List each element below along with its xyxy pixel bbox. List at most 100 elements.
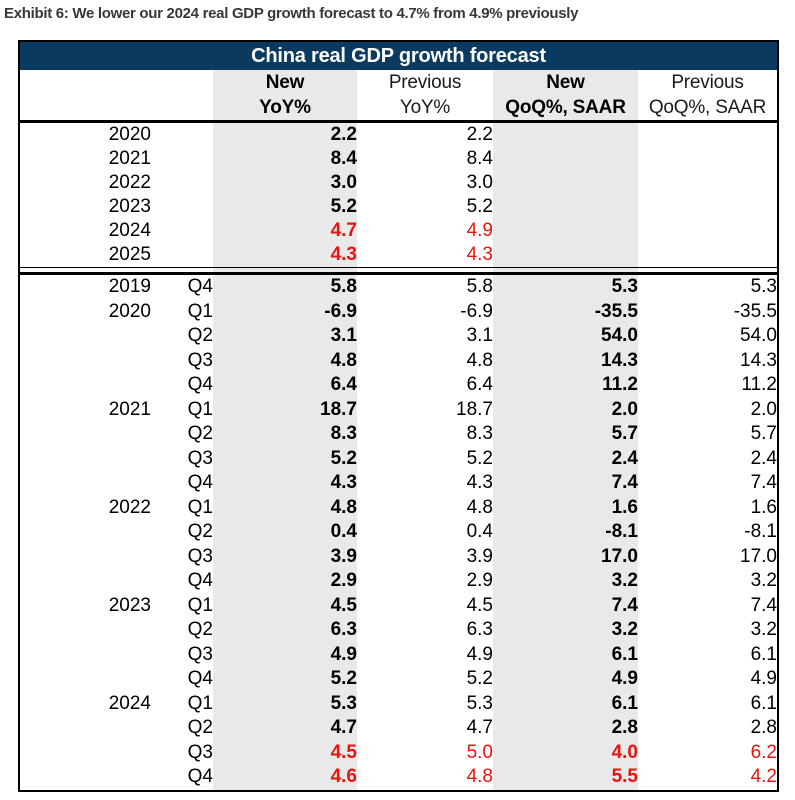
quarter-cell [151, 171, 213, 195]
new-yoy-cell: 3.1 [213, 324, 357, 349]
new-yoy-cell: 4.3 [213, 471, 357, 496]
prev-yoy-cell: 4.3 [466, 472, 493, 494]
year-cell [19, 545, 151, 570]
new-yoy-cell: 4.7 [213, 716, 357, 741]
prev-qoq-cell: 2.4 [750, 447, 777, 469]
prev-yoy-cell: 8.3 [466, 423, 493, 445]
column-header-row-1: New Previous New Previous [19, 70, 778, 95]
prev-yoy-cell: 6.4 [466, 374, 493, 396]
prev-yoy-cell: 5.2 [466, 668, 493, 690]
year-cell [19, 324, 151, 349]
quarterly-row: Q2 3.1 3.1 54.0 54.0 [19, 324, 778, 349]
prev-yoy-cell: 18.7 [456, 398, 493, 420]
new-yoy-cell: -6.9 [213, 299, 357, 324]
new-qoq-cell: 6.1 [493, 691, 638, 716]
year-cell [19, 569, 151, 594]
prev-yoy-cell: 5.3 [466, 692, 493, 714]
new-yoy-cell: 2.2 [213, 121, 357, 147]
quarterly-row: Q4 5.2 5.2 4.9 4.9 [19, 667, 778, 692]
quarter-cell: Q4 [187, 570, 213, 592]
quarterly-row: 2023 Q1 4.5 4.5 7.4 7.4 [19, 593, 778, 618]
table-title: China real GDP growth forecast [19, 41, 778, 70]
quarter-cell [151, 219, 213, 243]
prev-yoy-cell: 5.2 [466, 196, 493, 217]
exhibit-title: Exhibit 6: We lower our 2024 real GDP gr… [4, 5, 579, 22]
col-header-prev-yoy-2: YoY% [357, 95, 493, 123]
col-header-new-yoy-2: YoY% [213, 95, 357, 123]
new-yoy-cell: 5.2 [213, 195, 357, 219]
year-cell [19, 741, 151, 766]
quarterly-row: Q2 4.7 4.7 2.8 2.8 [19, 716, 778, 741]
quarter-cell: Q1 [187, 594, 213, 616]
new-qoq-cell [493, 171, 638, 195]
prev-qoq-cell [638, 147, 778, 171]
quarterly-section: 2019 Q4 5.8 5.8 5.3 5.3 2020 Q1 -6.9 -6.9 -35.5 -35… [19, 273, 778, 791]
prev-yoy-cell: 4.8 [466, 349, 493, 371]
prev-yoy-cell: 5.8 [466, 276, 493, 298]
quarter-cell: Q2 [187, 521, 213, 543]
annual-row: 2025 4.3 4.3 [19, 243, 778, 268]
annual-row: 2022 3.0 3.0 [19, 171, 778, 195]
quarterly-row: Q4 2.9 2.9 3.2 3.2 [19, 569, 778, 594]
prev-yoy-cell: 3.0 [466, 172, 493, 193]
prev-qoq-cell [638, 243, 778, 268]
quarter-cell: Q3 [187, 741, 213, 763]
quarterly-row: Q3 3.9 3.9 17.0 17.0 [19, 544, 778, 570]
prev-yoy-cell: 4.9 [466, 643, 493, 665]
separator-cell [151, 267, 213, 275]
prev-qoq-cell: 3.2 [750, 619, 777, 641]
year-cell: 2022 [108, 172, 151, 193]
new-yoy-cell: 3.0 [213, 171, 357, 195]
quarter-cell [151, 243, 213, 268]
prev-qoq-cell: 4.9 [750, 668, 777, 690]
new-qoq-cell: -35.5 [493, 299, 638, 324]
prev-qoq-cell: 6.1 [750, 643, 777, 665]
new-qoq-cell [493, 219, 638, 243]
new-yoy-cell: 8.3 [213, 422, 357, 447]
prev-yoy-cell: 2.2 [466, 124, 493, 145]
col-header-new-yoy-1: New [213, 70, 357, 95]
year-cell: 2024 [108, 692, 151, 714]
quarter-cell: Q4 [187, 374, 213, 396]
new-yoy-cell: 0.4 [213, 520, 357, 545]
prev-yoy-cell: 3.9 [466, 545, 493, 567]
quarterly-row: 2020 Q1 -6.9 -6.9 -35.5 -35.5 [19, 299, 778, 324]
prev-qoq-cell: 4.2 [750, 766, 777, 788]
quarterly-row: Q4 6.4 6.4 11.2 11.2 [19, 373, 778, 398]
new-qoq-cell: 2.0 [493, 397, 638, 422]
prev-qoq-cell: 14.3 [740, 349, 777, 371]
new-qoq-cell: 1.6 [493, 495, 638, 520]
new-yoy-cell: 2.9 [213, 569, 357, 594]
new-yoy-cell: 6.3 [213, 618, 357, 643]
year-cell [19, 471, 151, 496]
prev-yoy-cell: 4.7 [466, 717, 493, 739]
quarter-cell: Q4 [187, 668, 213, 690]
year-cell: 2020 [108, 124, 151, 145]
quarter-cell: Q2 [187, 325, 213, 347]
year-cell [19, 520, 151, 545]
prev-qoq-cell: 2.8 [750, 717, 777, 739]
year-cell [19, 447, 151, 472]
year-cell: 2023 [108, 594, 151, 616]
quarter-cell: Q3 [187, 447, 213, 469]
new-qoq-cell [493, 195, 638, 219]
separator-cell [19, 267, 151, 275]
section-separator [19, 267, 778, 275]
quarterly-row: Q3 5.2 5.2 2.4 2.4 [19, 446, 778, 472]
quarter-cell: Q1 [187, 496, 213, 518]
new-yoy-cell: 5.8 [213, 273, 357, 300]
new-qoq-cell: 2.4 [493, 446, 638, 471]
quarter-cell: Q2 [187, 423, 213, 445]
prev-qoq-cell: 54.0 [740, 325, 777, 347]
new-qoq-cell [493, 243, 638, 268]
quarter-cell: Q3 [187, 545, 213, 567]
year-cell: 2024 [108, 220, 151, 241]
year-cell: 2021 [108, 148, 151, 169]
year-cell [19, 765, 151, 791]
gdp-forecast-table: China real GDP growth forecast New Previ… [18, 40, 779, 792]
column-header-row-2: YoY% YoY% QoQ%, SAAR QoQ%, SAAR [19, 95, 778, 123]
separator-cell [213, 267, 357, 275]
quarter-cell: Q2 [187, 619, 213, 641]
prev-qoq-cell: 5.3 [750, 276, 777, 298]
